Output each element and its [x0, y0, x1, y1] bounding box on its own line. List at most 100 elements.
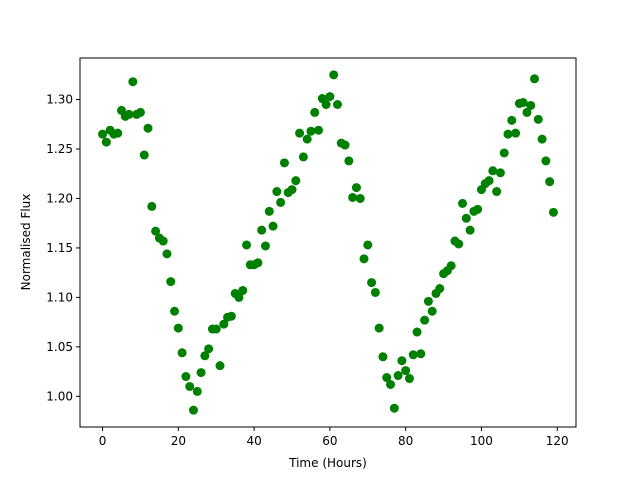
point: [260, 241, 270, 251]
point: [412, 327, 422, 337]
point: [147, 201, 157, 211]
point: [374, 323, 384, 333]
point: [166, 277, 176, 287]
point: [306, 126, 316, 136]
point: [382, 373, 392, 383]
point: [507, 115, 517, 125]
point: [378, 352, 388, 362]
point: [234, 292, 244, 302]
x-tick-label: 120: [546, 434, 569, 448]
y-axis-label: Normalised Flux: [19, 194, 33, 291]
point: [458, 198, 468, 208]
y-tick-label: 1.05: [46, 340, 73, 354]
point: [325, 92, 335, 102]
point: [492, 187, 502, 197]
point: [188, 405, 198, 415]
point: [454, 239, 464, 249]
point: [298, 152, 308, 162]
point: [128, 77, 138, 87]
point: [272, 187, 282, 197]
x-axis-label: Time (Hours): [288, 456, 367, 470]
point: [526, 100, 536, 110]
point: [113, 128, 123, 138]
point: [389, 403, 399, 413]
point: [522, 107, 532, 117]
x-tick-label: 60: [322, 434, 337, 448]
point: [162, 249, 172, 259]
point: [276, 197, 286, 207]
point: [279, 158, 289, 168]
point: [291, 176, 301, 186]
x-tick-label: 100: [470, 434, 493, 448]
point: [351, 183, 361, 193]
point: [461, 213, 471, 223]
point: [173, 323, 183, 333]
point: [135, 107, 145, 117]
point: [344, 156, 354, 166]
point: [495, 168, 505, 178]
point: [416, 349, 426, 359]
point: [139, 150, 149, 160]
point: [124, 109, 134, 119]
point: [196, 368, 206, 378]
point: [548, 207, 558, 217]
point: [98, 129, 108, 139]
plot-frame: [79, 57, 577, 428]
point: [295, 128, 305, 138]
point: [465, 225, 475, 235]
point: [215, 361, 225, 371]
point: [268, 221, 278, 231]
y-tick-label: 1.15: [46, 241, 73, 255]
point: [143, 123, 153, 133]
point: [427, 306, 437, 316]
y-tick-label: 1.10: [46, 290, 73, 304]
point: [170, 306, 180, 316]
point: [397, 356, 407, 366]
point: [367, 278, 377, 288]
point: [359, 254, 369, 264]
point: [370, 287, 380, 297]
point: [177, 348, 187, 358]
point: [321, 99, 331, 109]
point: [473, 204, 483, 214]
point: [253, 258, 263, 268]
point: [386, 379, 396, 389]
point: [435, 284, 445, 294]
point: [329, 70, 339, 80]
point: [185, 381, 195, 391]
point: [242, 240, 252, 250]
point: [503, 129, 513, 139]
point: [545, 177, 555, 187]
point: [257, 225, 267, 235]
point: [530, 74, 540, 84]
point: [340, 140, 350, 150]
point: [533, 114, 543, 124]
point: [226, 311, 236, 321]
y-tick-label: 1.00: [46, 389, 73, 403]
y-tick-label: 1.30: [46, 93, 73, 107]
point: [192, 386, 202, 396]
point: [200, 351, 210, 361]
point: [355, 193, 365, 203]
point: [408, 350, 418, 360]
point: [211, 324, 221, 334]
point: [423, 296, 433, 306]
point: [401, 366, 411, 376]
point: [499, 148, 509, 158]
point: [518, 98, 528, 108]
point: [219, 319, 229, 329]
point: [404, 374, 414, 384]
point: [101, 137, 111, 147]
point: [264, 206, 274, 216]
x-tick-label: 0: [99, 434, 107, 448]
point: [287, 185, 297, 195]
point: [158, 236, 168, 246]
point: [348, 192, 358, 202]
point: [446, 261, 456, 271]
point: [393, 371, 403, 381]
x-tick-label: 20: [171, 434, 186, 448]
y-tick-label: 1.25: [46, 142, 73, 156]
x-tick-label: 80: [398, 434, 413, 448]
x-tick-label: 40: [246, 434, 261, 448]
point: [181, 372, 191, 382]
